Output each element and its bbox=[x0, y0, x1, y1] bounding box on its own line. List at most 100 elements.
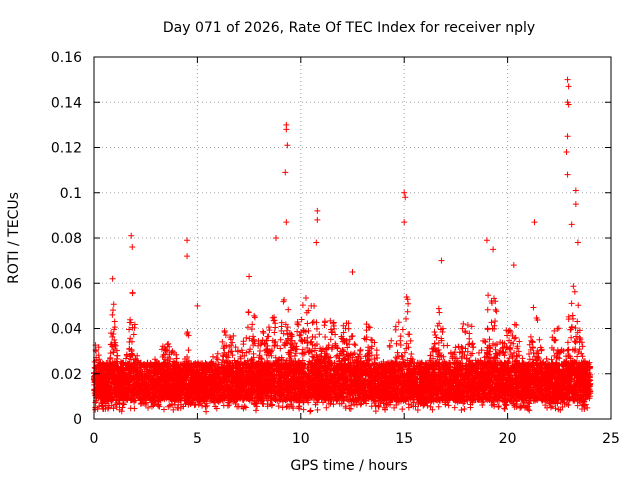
data-point bbox=[464, 348, 471, 355]
data-point bbox=[438, 352, 445, 359]
data-point bbox=[323, 404, 330, 411]
data-point bbox=[542, 396, 549, 403]
data-point bbox=[332, 331, 339, 338]
data-point bbox=[219, 338, 226, 345]
data-point bbox=[526, 350, 533, 357]
data-point bbox=[295, 321, 302, 328]
data-point bbox=[432, 332, 439, 339]
data-point bbox=[366, 324, 373, 331]
data-point bbox=[303, 309, 310, 316]
data-point bbox=[296, 332, 303, 339]
data-point bbox=[399, 406, 406, 413]
data-point bbox=[339, 347, 346, 354]
data-point bbox=[397, 342, 404, 349]
data-point bbox=[398, 367, 405, 374]
data-point bbox=[214, 350, 221, 357]
data-point bbox=[547, 404, 554, 411]
data-point bbox=[260, 330, 267, 337]
data-point bbox=[482, 338, 489, 345]
data-point bbox=[427, 352, 434, 359]
data-point bbox=[271, 317, 278, 324]
data-point bbox=[122, 355, 129, 362]
data-point bbox=[549, 334, 556, 341]
data-point bbox=[475, 349, 482, 356]
data-point bbox=[530, 304, 537, 311]
data-point bbox=[452, 344, 459, 351]
data-point bbox=[299, 302, 306, 309]
data-point bbox=[307, 407, 314, 414]
data-point bbox=[468, 323, 475, 330]
data-point bbox=[277, 336, 284, 343]
data-point bbox=[404, 296, 411, 303]
data-point bbox=[429, 348, 436, 355]
data-point bbox=[271, 342, 278, 349]
data-point bbox=[579, 353, 586, 360]
data-point bbox=[327, 317, 334, 324]
data-point bbox=[109, 333, 116, 340]
data-point bbox=[435, 305, 442, 312]
data-point bbox=[340, 380, 347, 387]
data-point bbox=[365, 323, 372, 330]
data-point bbox=[222, 358, 229, 365]
data-point bbox=[170, 406, 177, 413]
data-point bbox=[436, 320, 443, 327]
data-point bbox=[327, 400, 334, 407]
data-point bbox=[322, 319, 329, 326]
data-point bbox=[309, 333, 316, 340]
data-point bbox=[505, 328, 512, 335]
data-point bbox=[110, 349, 117, 356]
data-point bbox=[111, 318, 118, 325]
data-point bbox=[486, 336, 493, 343]
data-point bbox=[110, 301, 117, 308]
data-point bbox=[344, 344, 351, 351]
data-point bbox=[511, 321, 518, 328]
data-point bbox=[327, 336, 334, 343]
data-point bbox=[314, 406, 321, 413]
data-point bbox=[374, 354, 381, 361]
data-point bbox=[461, 406, 468, 413]
data-point bbox=[145, 404, 152, 411]
data-point bbox=[163, 347, 170, 354]
data-point bbox=[481, 338, 488, 345]
data-point bbox=[534, 317, 541, 324]
data-point bbox=[492, 318, 499, 325]
data-point bbox=[229, 339, 236, 346]
data-point bbox=[397, 333, 404, 340]
data-point bbox=[397, 337, 404, 344]
data-point bbox=[222, 332, 229, 339]
data-point bbox=[227, 336, 234, 343]
data-point bbox=[240, 396, 247, 403]
data-point bbox=[405, 331, 412, 338]
data-point bbox=[320, 399, 327, 406]
data-point bbox=[460, 320, 467, 327]
data-point bbox=[112, 342, 119, 349]
data-point bbox=[110, 405, 117, 412]
data-point bbox=[244, 324, 251, 331]
data-point bbox=[250, 333, 257, 340]
data-point bbox=[548, 356, 555, 363]
data-point bbox=[429, 406, 436, 413]
data-point bbox=[321, 350, 328, 357]
data-point bbox=[316, 331, 323, 338]
data-point bbox=[357, 355, 364, 362]
data-point bbox=[184, 329, 191, 336]
data-point bbox=[268, 402, 275, 409]
data-point bbox=[264, 342, 271, 349]
data-point bbox=[571, 288, 578, 295]
data-point bbox=[490, 295, 497, 302]
data-point bbox=[497, 339, 504, 346]
data-point bbox=[459, 325, 466, 332]
data-point bbox=[232, 344, 239, 351]
data-point bbox=[440, 342, 447, 349]
data-point bbox=[467, 352, 474, 359]
data-point bbox=[403, 315, 410, 322]
data-point bbox=[578, 350, 585, 357]
data-point bbox=[403, 340, 410, 347]
data-point bbox=[484, 306, 491, 313]
data-point bbox=[368, 352, 375, 359]
data-point bbox=[342, 404, 349, 411]
data-point bbox=[468, 341, 475, 348]
data-point bbox=[458, 406, 465, 413]
